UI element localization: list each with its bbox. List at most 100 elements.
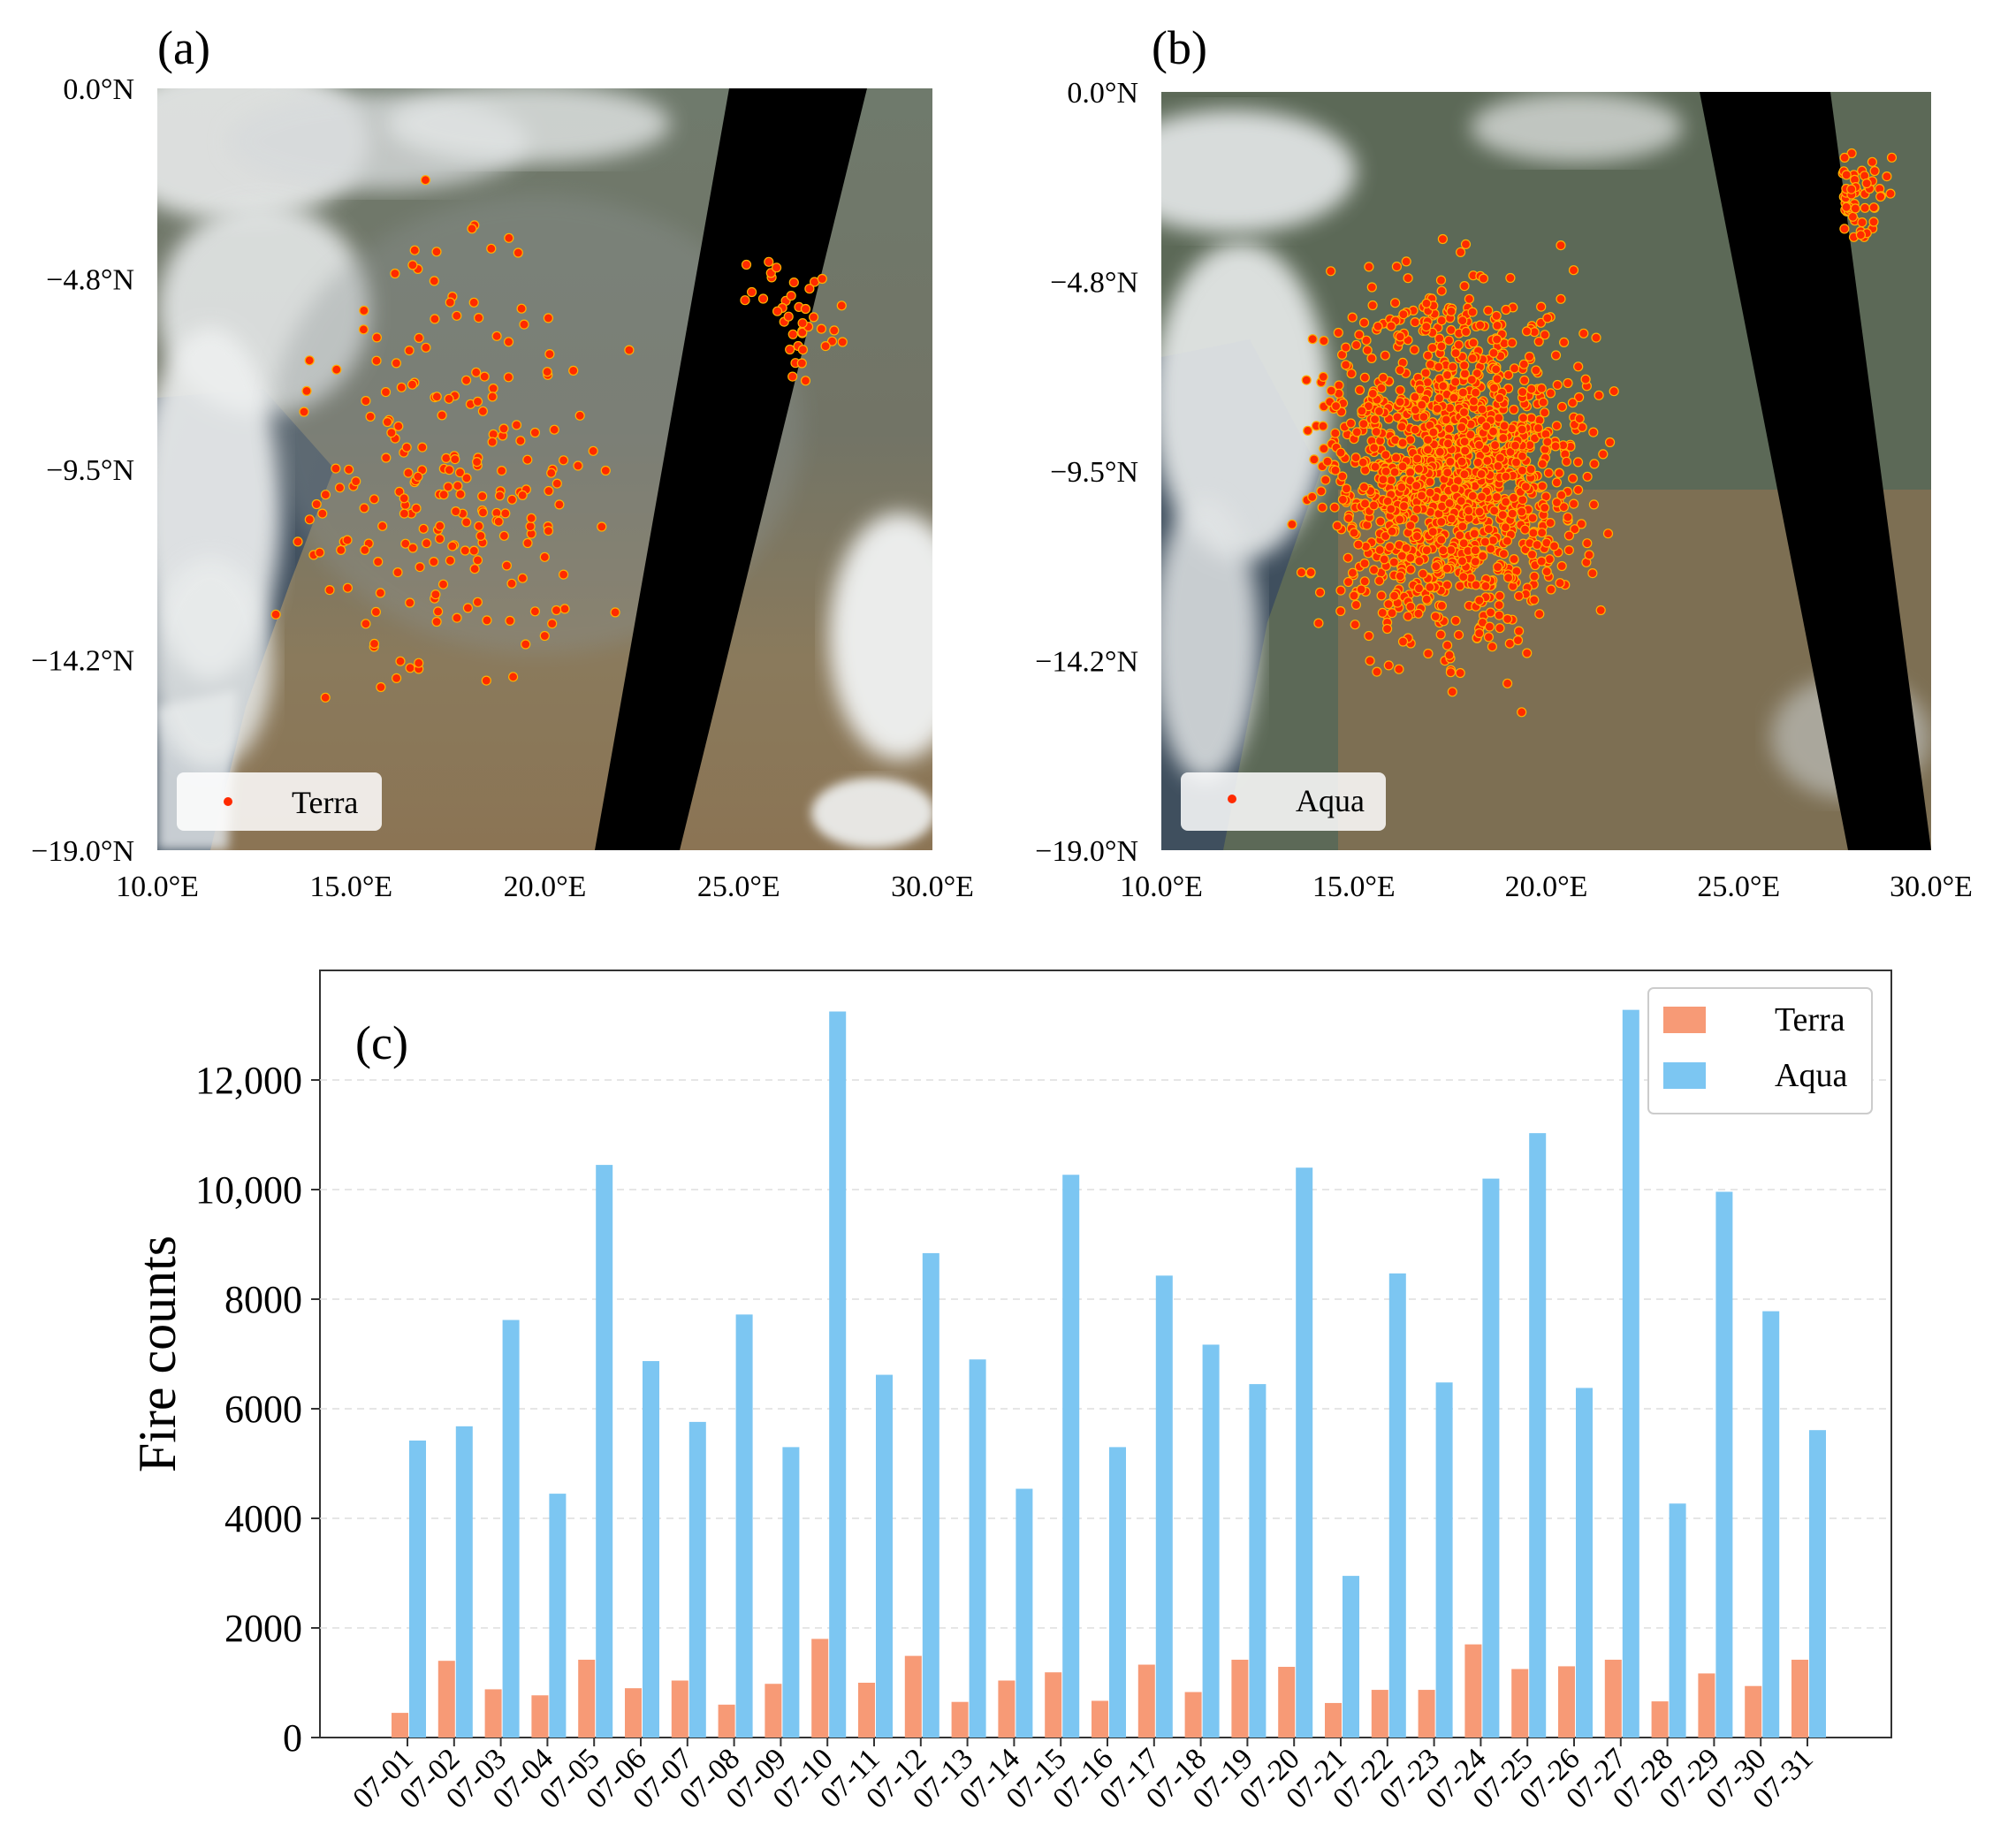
- bar-terra: [578, 1659, 596, 1738]
- lat-tick-label: 0.0°N: [63, 73, 134, 106]
- fire-point: [1387, 526, 1397, 536]
- fire-point: [1481, 421, 1492, 431]
- fire-point: [370, 606, 381, 618]
- fire-point: [1337, 494, 1348, 505]
- fire-point: [1471, 387, 1481, 398]
- fire-point: [746, 286, 757, 298]
- fire-point: [1591, 332, 1601, 343]
- fire-point: [610, 607, 620, 618]
- fire-point: [433, 606, 444, 617]
- fire-point: [1369, 443, 1380, 453]
- fire-point: [1563, 544, 1574, 556]
- fire-point: [1442, 580, 1452, 590]
- fire-point: [1526, 413, 1537, 423]
- fire-point: [1537, 481, 1548, 491]
- fire-point: [547, 618, 558, 629]
- fire-point: [1497, 510, 1508, 521]
- map-b-legend-label: Aqua: [1296, 783, 1365, 818]
- fire-point: [1413, 583, 1425, 594]
- fire-point: [1459, 437, 1470, 447]
- fire-point: [1456, 247, 1466, 257]
- fire-point: [1425, 476, 1435, 487]
- fire-point: [1589, 459, 1600, 469]
- fire-point: [435, 534, 445, 544]
- bar-aqua: [1388, 1273, 1406, 1738]
- fire-point: [1395, 571, 1405, 582]
- fire-point: [1436, 285, 1447, 296]
- fire-point: [503, 337, 514, 347]
- fire-point: [359, 503, 369, 513]
- fire-point: [1287, 519, 1297, 529]
- bar-aqua: [1155, 1275, 1173, 1738]
- fire-point: [1512, 635, 1524, 646]
- fire-point: [1488, 383, 1500, 393]
- fire-point: [331, 364, 342, 375]
- fire-point: [783, 311, 794, 322]
- fire-point: [506, 494, 517, 505]
- fire-point: [1354, 384, 1365, 395]
- fire-point: [270, 609, 281, 620]
- fire-point: [452, 612, 462, 623]
- fire-point: [1518, 495, 1528, 506]
- fire-point: [554, 499, 565, 510]
- fire-point: [411, 503, 422, 513]
- fire-point: [817, 273, 827, 285]
- fire-point: [1422, 445, 1434, 455]
- fire-point: [1395, 397, 1405, 407]
- fire-point: [1505, 446, 1516, 457]
- fire-point: [1518, 359, 1529, 369]
- fire-point: [1528, 528, 1539, 538]
- fire-point: [407, 543, 418, 553]
- fire-point: [320, 692, 331, 703]
- fire-point: [498, 530, 509, 541]
- fire-point: [453, 481, 463, 491]
- fire-point: [1373, 406, 1385, 416]
- fire-point: [1545, 518, 1556, 529]
- fire-point: [1495, 623, 1505, 634]
- legend-fire-marker-a: [224, 797, 232, 806]
- fire-point: [1525, 464, 1536, 475]
- fire-point: [513, 247, 523, 258]
- fire-point: [1411, 480, 1422, 491]
- fire-point: [1317, 502, 1327, 513]
- fire-point: [1305, 567, 1316, 578]
- map-panel-b: (b) Aqua 0.0°N −4.8°N −9.5°N −14.2°N −19.0°N…: [1035, 21, 1973, 903]
- fire-point: [1358, 482, 1369, 492]
- fire-point: [472, 597, 483, 607]
- bar-aqua: [735, 1314, 753, 1738]
- fire-point: [1397, 437, 1408, 448]
- lat-tick-label: 0.0°N: [1067, 77, 1138, 110]
- fire-point: [1569, 498, 1579, 509]
- fire-point: [1445, 667, 1456, 678]
- fire-point: [568, 365, 579, 376]
- fire-point: [1449, 483, 1460, 494]
- fire-point: [405, 597, 415, 608]
- fire-point: [1423, 648, 1434, 659]
- y-tick-label: 12,000: [195, 1059, 302, 1102]
- fire-point: [1474, 439, 1485, 451]
- fire-point: [317, 508, 328, 519]
- fire-point: [1846, 184, 1857, 194]
- map-b-lon-ticks: 10.0°E 15.0°E 20.0°E 25.0°E 30.0°E: [1120, 871, 1973, 903]
- fire-point: [1494, 610, 1504, 620]
- fire-point: [1576, 519, 1586, 529]
- fire-point: [1350, 452, 1361, 463]
- fire-point: [1413, 463, 1424, 475]
- fire-point: [1529, 571, 1540, 582]
- legend-swatch-aqua: [1663, 1062, 1706, 1089]
- fire-point: [1519, 524, 1531, 535]
- fire-point: [1447, 687, 1457, 697]
- fire-point: [1442, 438, 1453, 449]
- fire-point: [1470, 544, 1480, 556]
- x-axis-ticks: 07-0107-0207-0307-0407-0507-0607-0707-08…: [346, 1738, 1820, 1815]
- lon-tick-label: 10.0°E: [116, 871, 199, 903]
- fire-point: [1319, 336, 1329, 346]
- fire-point: [1551, 477, 1562, 488]
- fire-point: [1315, 587, 1326, 597]
- fire-point: [772, 306, 783, 316]
- bar-aqua: [876, 1374, 893, 1738]
- fire-point: [399, 493, 409, 504]
- fire-point: [1361, 335, 1372, 346]
- fire-point: [404, 346, 415, 356]
- fire-point: [1420, 368, 1431, 378]
